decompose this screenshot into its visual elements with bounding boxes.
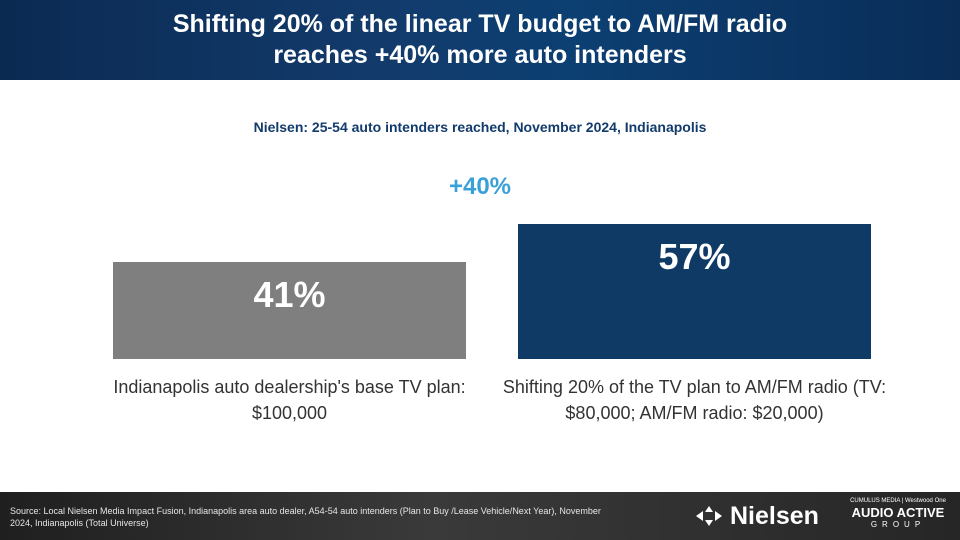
aag-top-line: CUMULUS MEDIA | Westwood One	[850, 498, 946, 504]
bar-shift-to-radio: 57%	[518, 224, 871, 359]
nielsen-arrows-icon	[696, 506, 722, 526]
bar-value-label: 57%	[658, 236, 731, 277]
nielsen-logo: Nielsen	[694, 501, 819, 531]
aag-main-text: AUDIO ACTIVE	[851, 505, 945, 520]
aag-sub-text: GROUP	[870, 520, 926, 529]
bar-value-label: 41%	[253, 274, 326, 315]
bar-base-tv-plan: 41%	[113, 262, 466, 359]
page-title: Shifting 20% of the linear TV budget to …	[172, 10, 788, 69]
lift-annotation: +40%	[448, 173, 512, 200]
chart-subtitle: Nielsen: 25-54 auto intenders reached, N…	[253, 119, 707, 135]
footer-bar: Source: Local Nielsen Media Impact Fusio…	[0, 492, 960, 540]
source-note: Source: Local Nielsen Media Impact Fusio…	[10, 506, 601, 528]
category-label: Shifting 20% of the TV plan to AM/FM rad…	[502, 377, 887, 423]
category-label: Indianapolis auto dealership's base TV p…	[113, 377, 466, 423]
nielsen-logo-text: Nielsen	[730, 501, 819, 530]
title-banner: Shifting 20% of the linear TV budget to …	[0, 0, 960, 80]
audio-active-group-logo: CUMULUS MEDIA | Westwood One AUDIO ACTIV…	[846, 497, 950, 530]
